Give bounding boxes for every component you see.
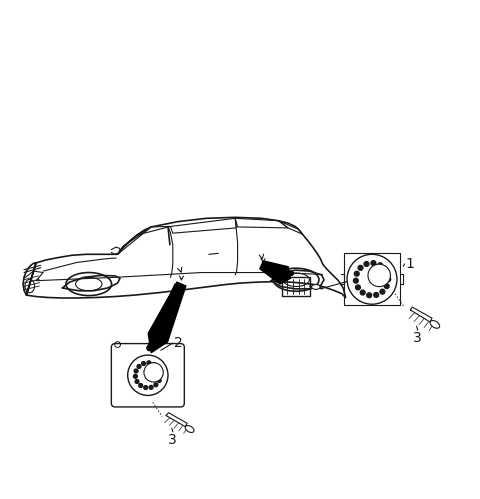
Polygon shape [148,282,186,353]
Circle shape [367,293,372,297]
Circle shape [133,374,137,378]
Circle shape [158,371,162,375]
Circle shape [149,385,153,389]
Circle shape [384,284,389,288]
Circle shape [353,278,358,283]
Ellipse shape [66,272,111,295]
Circle shape [147,361,151,365]
Ellipse shape [312,284,320,289]
Circle shape [157,379,161,382]
Circle shape [158,373,162,377]
Circle shape [383,267,388,272]
Text: 1: 1 [406,257,414,271]
Circle shape [134,369,138,373]
FancyBboxPatch shape [111,344,184,407]
Circle shape [347,254,397,304]
Circle shape [137,364,141,368]
Text: 2: 2 [174,336,182,350]
Circle shape [374,292,379,297]
Circle shape [378,263,383,267]
Circle shape [356,285,360,290]
Circle shape [385,274,390,279]
Circle shape [154,383,158,387]
Text: 3: 3 [413,331,422,345]
Circle shape [135,380,139,383]
Circle shape [354,271,359,276]
Ellipse shape [273,268,319,291]
Polygon shape [260,261,290,284]
Circle shape [368,264,390,286]
Circle shape [386,277,391,281]
Circle shape [144,363,163,382]
Text: 3: 3 [168,433,177,447]
Circle shape [360,290,365,295]
Circle shape [128,355,168,395]
Ellipse shape [185,426,194,433]
Circle shape [139,384,143,387]
Circle shape [358,265,363,270]
Circle shape [156,366,160,370]
Circle shape [380,289,385,294]
Circle shape [371,260,376,265]
Circle shape [144,386,147,390]
Circle shape [152,362,156,366]
Circle shape [142,362,145,365]
Ellipse shape [430,320,440,328]
Circle shape [364,261,369,266]
